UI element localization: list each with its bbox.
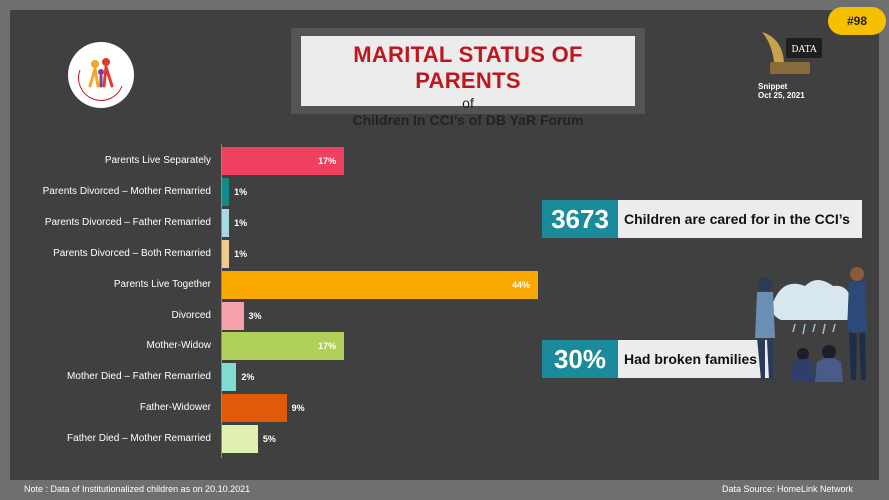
data-label: 9% — [291, 403, 305, 414]
category-label: Parents Divorced – Father Remarried — [44, 216, 211, 228]
chart-axis-line — [221, 144, 222, 458]
data-label: 3% — [248, 310, 262, 321]
snippet-date: Oct 25, 2021 — [758, 91, 805, 100]
bar — [222, 208, 230, 237]
category-label: Parents Divorced – Mother Remarried — [42, 185, 211, 197]
bar — [222, 332, 345, 361]
stat-broken-families: 30% Had broken families — [542, 340, 772, 378]
title-card: MARITAL STATUS OF PARENTS of Children In… — [301, 36, 635, 128]
category-label: Father Died – Mother Remarried — [67, 433, 211, 445]
category-label: Divorced — [171, 309, 211, 321]
bar — [222, 394, 287, 423]
data-label: 44% — [512, 279, 531, 290]
category-label: Father-Widower — [139, 402, 211, 414]
stat-text: Children are cared for in the CCI’s — [624, 211, 850, 227]
chart-subtitle: Children In CCI’s of DB YaR Forum — [352, 112, 584, 128]
chart-title: MARITAL STATUS OF PARENTS — [353, 42, 583, 93]
bar — [222, 363, 237, 392]
stat-number: 30% — [542, 340, 618, 378]
category-label: Parents Live Separately — [104, 155, 211, 166]
bar — [222, 177, 230, 206]
stat-number: 3673 — [542, 200, 618, 238]
db-yar-forum-logo — [68, 42, 134, 108]
bar — [222, 301, 244, 330]
sad-family-illustration — [745, 258, 875, 391]
stat-text: Had broken families — [624, 351, 758, 367]
category-label: Mother Died – Father Remarried — [67, 371, 211, 383]
bar — [222, 270, 538, 299]
issue-badge: #98 — [828, 7, 886, 35]
footer-note: Note : Data of Institutionalized childre… — [24, 484, 251, 494]
data-label: 2% — [241, 372, 255, 383]
data-label: 5% — [262, 434, 276, 445]
data-label: 17% — [318, 341, 337, 352]
category-label: Parents Live Together — [113, 278, 211, 290]
bar — [222, 425, 258, 454]
data-label: 17% — [318, 156, 337, 166]
bar — [222, 239, 230, 268]
svg-text:DATA: DATA — [791, 45, 817, 55]
title-connector: of — [462, 95, 474, 111]
data-speaks-logo: DATA — [756, 28, 828, 87]
title-frame: MARITAL STATUS OF PARENTS of Children In… — [291, 28, 645, 128]
stat-children-cared: 3673 Children are cared for in the CCI’s — [542, 200, 862, 238]
data-label: 1% — [234, 217, 248, 228]
bar — [222, 147, 345, 175]
data-source: Data Source: HomeLink Network — [722, 484, 854, 494]
category-label: Parents Divorced – Both Remarried — [53, 247, 211, 259]
data-label: 1% — [234, 248, 248, 259]
category-label: Mother-Widow — [146, 340, 211, 352]
snippet-label: Snippet — [758, 82, 788, 91]
snippet-info: Snippet Oct 25, 2021 — [758, 82, 805, 100]
data-label: 1% — [234, 186, 248, 197]
